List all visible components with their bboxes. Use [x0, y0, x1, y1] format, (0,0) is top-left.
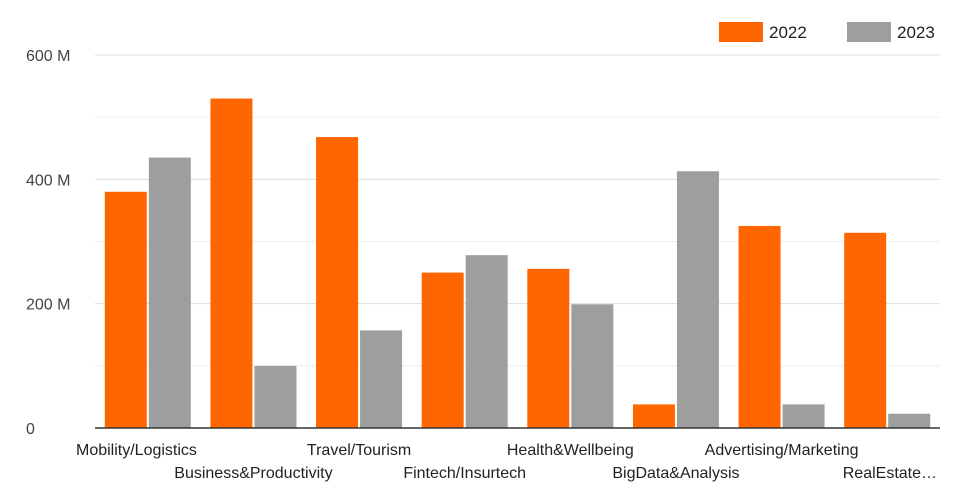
legend-label: 2022: [769, 23, 807, 42]
x-tick-label: RealEstate…: [843, 465, 937, 482]
y-axis: 0 200 M 400 M 600 M: [26, 48, 70, 438]
bar-2022-1[interactable]: [210, 98, 253, 429]
bar-2023-7[interactable]: [888, 413, 931, 428]
bar-2022-5[interactable]: [632, 404, 675, 428]
y-tick-label: 0: [26, 421, 35, 438]
bar-2022-3[interactable]: [421, 272, 464, 428]
legend-item-2023[interactable]: 2023: [847, 22, 935, 42]
bar-2023-3[interactable]: [465, 255, 508, 428]
legend[interactable]: 2022 2023: [719, 22, 935, 42]
bar-2022-2[interactable]: [316, 137, 359, 428]
legend-item-2022[interactable]: 2022: [719, 22, 807, 42]
x-tick-label: BigData&Analysis: [612, 465, 739, 482]
bar-2023-1[interactable]: [254, 365, 297, 428]
bar-2022-7[interactable]: [844, 232, 887, 428]
legend-swatch: [719, 22, 763, 42]
x-tick-label: Advertising/Marketing: [705, 442, 859, 459]
bar-2023-4[interactable]: [571, 304, 614, 428]
x-tick-label: Health&Wellbeing: [507, 442, 634, 459]
x-tick-label: Mobility/Logistics: [76, 442, 197, 459]
legend-label: 2023: [897, 23, 935, 42]
x-axis: Mobility/Logistics Business&Productivity T…: [76, 442, 937, 482]
bar-2023-0[interactable]: [148, 157, 191, 428]
y-tick-label: 600 M: [26, 48, 70, 65]
bar-2023-6[interactable]: [782, 404, 825, 428]
bars: [104, 98, 931, 429]
bar-2022-4[interactable]: [527, 268, 570, 428]
y-tick-label: 400 M: [26, 172, 70, 189]
x-tick-label: Business&Productivity: [174, 465, 332, 482]
bar-2022-0[interactable]: [104, 191, 147, 428]
legend-swatch: [847, 22, 891, 42]
y-tick-label: 200 M: [26, 297, 70, 314]
bar-2023-2[interactable]: [360, 330, 403, 428]
bar-2022-6[interactable]: [738, 225, 781, 428]
bar-2023-5[interactable]: [676, 171, 719, 429]
x-tick-label: Fintech/Insurtech: [403, 465, 526, 482]
x-tick-label: Travel/Tourism: [307, 442, 411, 459]
